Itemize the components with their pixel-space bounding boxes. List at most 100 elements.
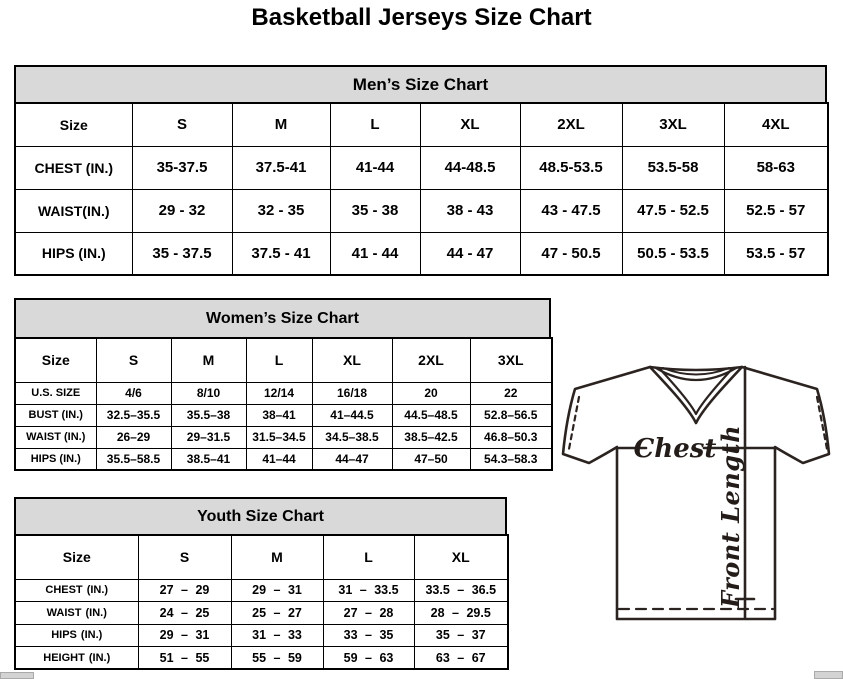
size-header-m: M [231, 102, 331, 147]
measurement-cell: 54.3–58.3 [469, 447, 553, 471]
measurement-cell: 35 – 37 [413, 623, 509, 647]
measurement-cell: 4/6 [95, 381, 172, 405]
measurement-cell: 37.5 - 41 [231, 231, 331, 276]
page-title: Basketball Jerseys Size Chart [251, 4, 592, 31]
scrollbar-fragment-right[interactable] [814, 671, 843, 679]
measurement-cell: 48.5-53.5 [519, 145, 623, 190]
collar-back-arc-inner [662, 367, 730, 376]
row-label: WAIST(IN.) [14, 188, 133, 233]
mens-size-header-row: Size S M L XL 2XL 3XL 4XL [14, 102, 829, 147]
measurement-cell: 52.8–56.5 [469, 403, 553, 427]
measurement-cell: 46.8–50.3 [469, 425, 553, 449]
size-header-3xl: 3XL [621, 102, 725, 147]
measurement-cell: 27 – 29 [137, 578, 232, 602]
size-header-3xl: 3XL [469, 337, 553, 383]
measurement-cell: 47 - 50.5 [519, 231, 623, 276]
measurement-cell: 47–50 [391, 447, 471, 471]
youth-chart-header: Youth Size Chart [14, 497, 507, 534]
measurement-cell: 8/10 [170, 381, 247, 405]
mens-size-chart: Men’s Size Chart Size S M L XL 2XL 3XL 4XL CHEST… [14, 65, 829, 276]
measurement-cell: 31 – 33.5 [322, 578, 415, 602]
measurement-cell: 27 – 28 [322, 601, 415, 625]
measurement-cell: 41–44.5 [311, 403, 393, 427]
mens-measurement-row: HIPS (IN.) 35 - 37.5 37.5 - 41 41 - 44 44 - … [14, 231, 829, 276]
youth-size-chart: Youth Size Chart Size S M L XL CHEST (IN.) 27 … [14, 497, 509, 670]
measurement-cell: 31.5–34.5 [245, 425, 313, 449]
measurement-cell: 41 - 44 [329, 231, 421, 276]
measurement-cell: 52.5 - 57 [723, 188, 829, 233]
measurement-cell: 47.5 - 52.5 [621, 188, 725, 233]
mens-measurement-row: WAIST(IN.) 29 - 32 32 - 35 35 - 38 38 - 43 43… [14, 188, 829, 233]
size-column-label: Size [14, 102, 133, 147]
jersey-measurement-diagram: Chest Front Length [561, 365, 831, 621]
size-header-xl: XL [413, 534, 509, 580]
measurement-cell: 41-44 [329, 145, 421, 190]
measurement-cell: 29–31.5 [170, 425, 247, 449]
mens-size-table: Size S M L XL 2XL 3XL 4XL CHEST (IN.) 35-37.5 37.5… [14, 102, 829, 276]
measurement-cell: 33.5 – 36.5 [413, 578, 509, 602]
collar-outer-v [648, 365, 744, 425]
row-label: HIPS (IN.) [14, 447, 97, 471]
size-column-label: Size [14, 534, 139, 580]
row-label: U.S. SIZE [14, 381, 97, 405]
row-label: BUST (IN.) [14, 403, 97, 427]
womens-size-chart: Women’s Size Chart Size S M L XL 2XL 3XL U.S. S… [14, 298, 553, 471]
measurement-cell: 37.5-41 [231, 145, 331, 190]
measurement-cell: 53.5 - 57 [723, 231, 829, 276]
womens-chart-header: Women’s Size Chart [14, 298, 551, 337]
row-label: HIPS (IN.) [14, 231, 133, 276]
measurement-cell: 43 - 47.5 [519, 188, 623, 233]
row-label: CHEST (IN.) [14, 578, 139, 602]
measurement-cell: 44–47 [311, 447, 393, 471]
measurement-cell: 35 - 37.5 [131, 231, 233, 276]
youth-measurement-row: HEIGHT (IN.) 51 – 55 55 – 59 59 – 63 63 – 67 [14, 646, 509, 670]
measurement-cell: 35.5–58.5 [95, 447, 172, 471]
measurement-cell: 12/14 [245, 381, 313, 405]
womens-measurement-row: BUST (IN.) 32.5–35.5 35.5–38 38–41 41–44.5 44… [14, 403, 553, 427]
size-header-s: S [131, 102, 233, 147]
size-header-4xl: 4XL [723, 102, 829, 147]
measurement-cell: 58-63 [723, 145, 829, 190]
measurement-cell: 33 – 35 [322, 623, 415, 647]
size-header-l: L [322, 534, 415, 580]
measurement-cell: 35-37.5 [131, 145, 233, 190]
size-header-2xl: 2XL [391, 337, 471, 383]
youth-measurement-row: WAIST (IN.) 24 – 25 25 – 27 27 – 28 28 – 29.… [14, 601, 509, 625]
measurement-cell: 35.5–38 [170, 403, 247, 427]
measurement-cell: 34.5–38.5 [311, 425, 393, 449]
left-cuff-dashed-seam [567, 395, 581, 451]
measurement-cell: 25 – 27 [230, 601, 324, 625]
measurement-cell: 51 – 55 [137, 646, 232, 670]
size-header-xl: XL [419, 102, 521, 147]
collar-inner-v [657, 366, 735, 416]
youth-measurement-row: HIPS (IN.) 29 – 31 31 – 33 33 – 35 35 – 37 [14, 623, 509, 647]
right-cuff-dashed-seam [815, 395, 829, 451]
youth-size-header-row: Size S M L XL [14, 534, 509, 580]
measurement-cell: 24 – 25 [137, 601, 232, 625]
size-header-l: L [245, 337, 313, 383]
measurement-cell: 16/18 [311, 381, 393, 405]
row-label: CHEST (IN.) [14, 145, 133, 190]
mens-chart-header: Men’s Size Chart [14, 65, 827, 102]
measurement-cell: 44-48.5 [419, 145, 521, 190]
size-header-s: S [95, 337, 172, 383]
womens-measurement-row: WAIST (IN.) 26–29 29–31.5 31.5–34.5 34.5–38.… [14, 425, 553, 449]
measurement-cell: 32 - 35 [231, 188, 331, 233]
size-header-m: M [170, 337, 247, 383]
measurement-cell: 31 – 33 [230, 623, 324, 647]
measurement-cell: 29 - 32 [131, 188, 233, 233]
measurement-cell: 63 – 67 [413, 646, 509, 670]
row-label: WAIST (IN.) [14, 425, 97, 449]
womens-size-header-row: Size S M L XL 2XL 3XL [14, 337, 553, 383]
youth-size-table: Size S M L XL CHEST (IN.) 27 – 29 29 – 31 31 – 3… [14, 534, 509, 670]
size-header-l: L [329, 102, 421, 147]
womens-measurement-row: U.S. SIZE 4/6 8/10 12/14 16/18 20 22 [14, 381, 553, 405]
scrollbar-fragment-left[interactable] [0, 672, 34, 679]
measurement-cell: 32.5–35.5 [95, 403, 172, 427]
measurement-cell: 29 – 31 [137, 623, 232, 647]
measurement-cell: 53.5-58 [621, 145, 725, 190]
size-header-s: S [137, 534, 232, 580]
measurement-cell: 55 – 59 [230, 646, 324, 670]
row-label: HEIGHT (IN.) [14, 646, 139, 670]
measurement-cell: 38 - 43 [419, 188, 521, 233]
